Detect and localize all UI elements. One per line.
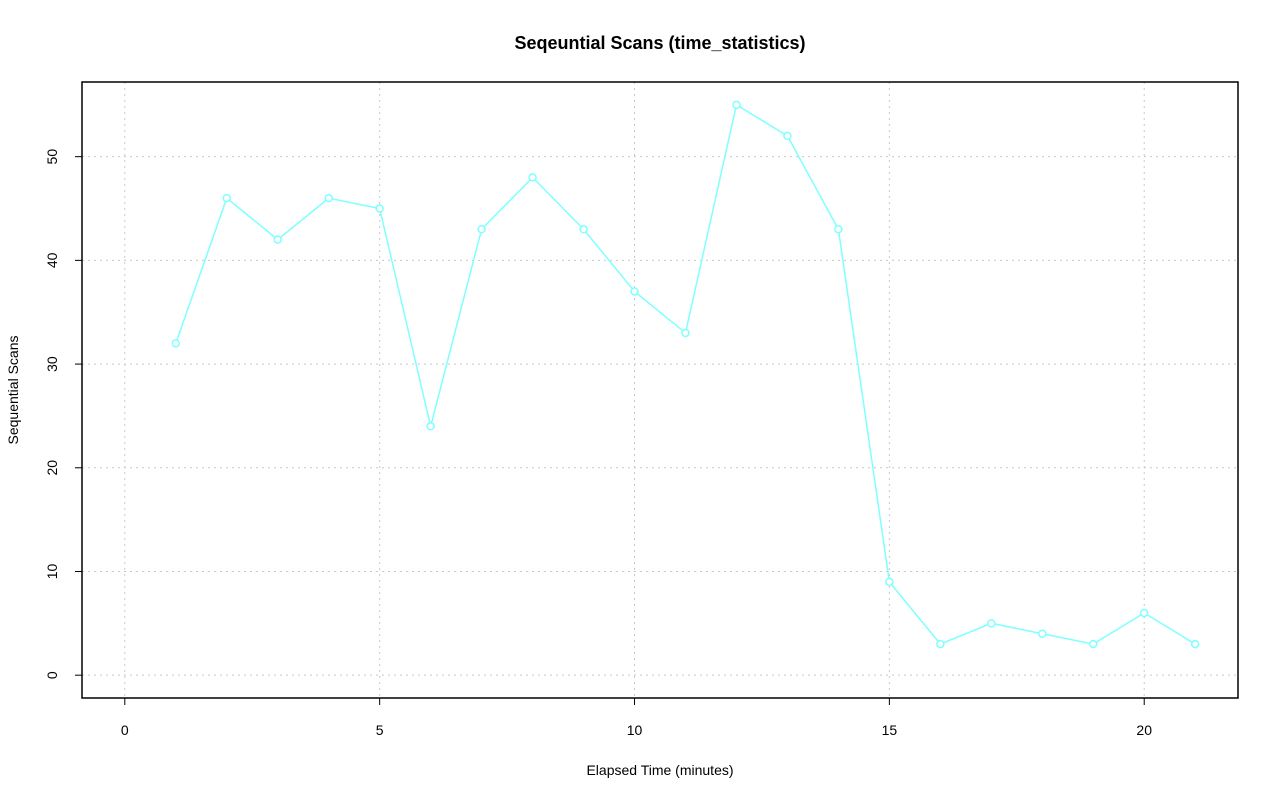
data-line [175, 103, 1196, 645]
data-point [987, 619, 996, 628]
data-point [630, 287, 639, 296]
y-axis-label: Sequential Scans [5, 336, 21, 445]
y-tick-label: 30 [44, 356, 60, 372]
data-point [324, 193, 333, 203]
data-point [783, 131, 792, 141]
data-point [579, 225, 588, 234]
data-point [1190, 639, 1200, 649]
data-point [732, 100, 741, 110]
x-tick-label: 5 [376, 722, 384, 738]
data-point [834, 225, 843, 234]
data-point [936, 639, 945, 649]
y-tick-label: 20 [44, 460, 60, 476]
x-tick-label: 10 [627, 722, 643, 738]
data-point [1088, 639, 1098, 649]
y-tick-label: 50 [44, 149, 60, 165]
data-point [528, 173, 537, 182]
data-point [885, 577, 894, 587]
data-point [681, 328, 690, 338]
data-point [477, 225, 486, 234]
x-axis-label: Elapsed Time (minutes) [586, 762, 733, 778]
data-point [1139, 608, 1149, 618]
x-tick-label: 0 [121, 722, 129, 738]
data-point [1038, 629, 1047, 638]
x-tick-label: 15 [882, 722, 898, 738]
y-tick-label: 40 [44, 252, 60, 268]
y-tick-label: 0 [44, 671, 60, 679]
data-point [426, 422, 435, 431]
y-tick-label: 10 [44, 563, 60, 579]
plot-frame [81, 81, 1239, 699]
data-point [171, 339, 181, 348]
chart-title: Seqeuntial Scans (time_statistics) [514, 33, 805, 53]
data-point [375, 204, 384, 213]
data-point [273, 235, 282, 244]
x-tick-label: 20 [1136, 722, 1152, 738]
data-point [222, 193, 232, 203]
